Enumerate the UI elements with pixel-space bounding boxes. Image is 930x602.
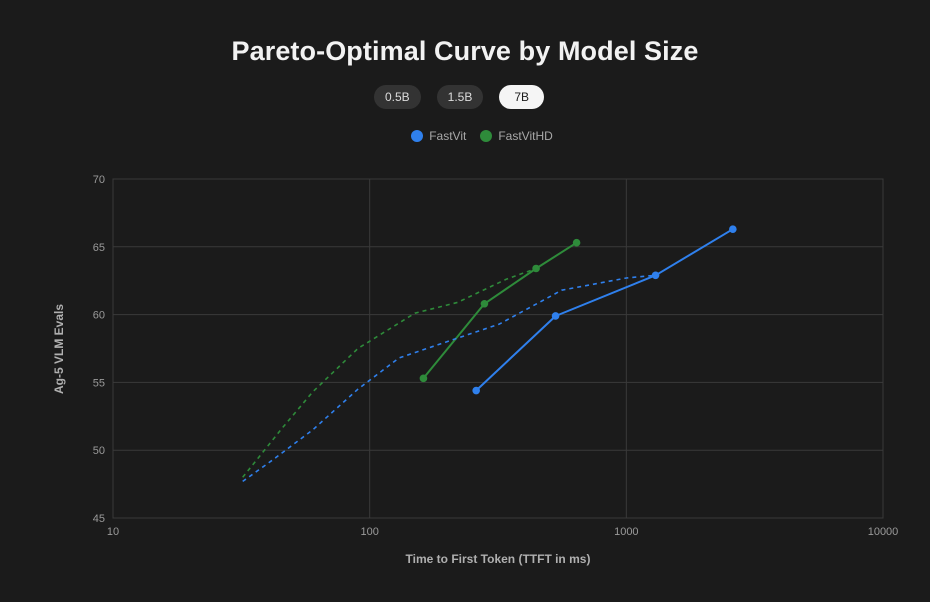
series-line-dashed-3: [242, 267, 537, 478]
x-tick-label: 100: [360, 526, 378, 538]
grid-layer: [112, 178, 884, 519]
y-tick-label: 55: [93, 377, 105, 389]
model-size-tabs: 0.5B 1.5B 7B: [0, 85, 930, 109]
legend-label-fastvithd: FastVitHD: [498, 129, 553, 143]
chart-title: Pareto-Optimal Curve by Model Size: [231, 36, 699, 66]
tick-layer: 45 50 55 60 65 70 10 100 1000 10000: [93, 174, 899, 538]
legend-item-fastvit[interactable]: FastVit: [411, 129, 466, 143]
data-point-fastvit[interactable]: [551, 312, 560, 320]
series-line-fastvithd: [422, 241, 578, 379]
data-point-fastvit[interactable]: [651, 271, 660, 280]
data-point-fastvithd[interactable]: [532, 264, 540, 273]
x-tick-label: 10000: [868, 526, 899, 538]
x-tick-label: 1000: [614, 526, 638, 538]
legend-swatch-fastvit: [411, 130, 424, 142]
x-tick-label: 10: [107, 526, 119, 538]
y-tick-label: 70: [93, 174, 105, 186]
marker-layer: [419, 225, 737, 395]
series-layer: [242, 228, 734, 483]
tab-0-5b[interactable]: 0.5B: [373, 85, 421, 109]
y-tick-label: 45: [93, 513, 105, 525]
plot-frame: [112, 178, 884, 519]
series-line-dashed-2: [242, 274, 656, 483]
y-tick-label: 65: [93, 242, 105, 254]
data-point-fastvit[interactable]: [729, 225, 737, 233]
x-axis-label: Time to First Token (TTFT in ms): [406, 552, 591, 566]
data-point-fastvit[interactable]: [472, 386, 480, 395]
legend: FastVit FastVitHD: [0, 129, 930, 143]
data-point-fastvithd[interactable]: [480, 299, 489, 308]
data-point-fastvithd[interactable]: [572, 238, 581, 247]
tab-1-5b[interactable]: 1.5B: [436, 85, 484, 109]
y-tick-label: 50: [93, 445, 105, 457]
legend-label-fastvit: FastVit: [429, 129, 467, 143]
y-tick-label: 60: [93, 310, 105, 322]
tab-7b[interactable]: 7B: [499, 85, 545, 109]
data-point-fastvithd[interactable]: [419, 374, 428, 383]
y-axis-label: Ag-5 VLM Evals: [52, 304, 66, 394]
series-line-fastvit: [475, 228, 734, 392]
legend-item-fastvithd[interactable]: FastVitHD: [480, 129, 553, 143]
legend-swatch-fastvithd: [480, 130, 493, 142]
